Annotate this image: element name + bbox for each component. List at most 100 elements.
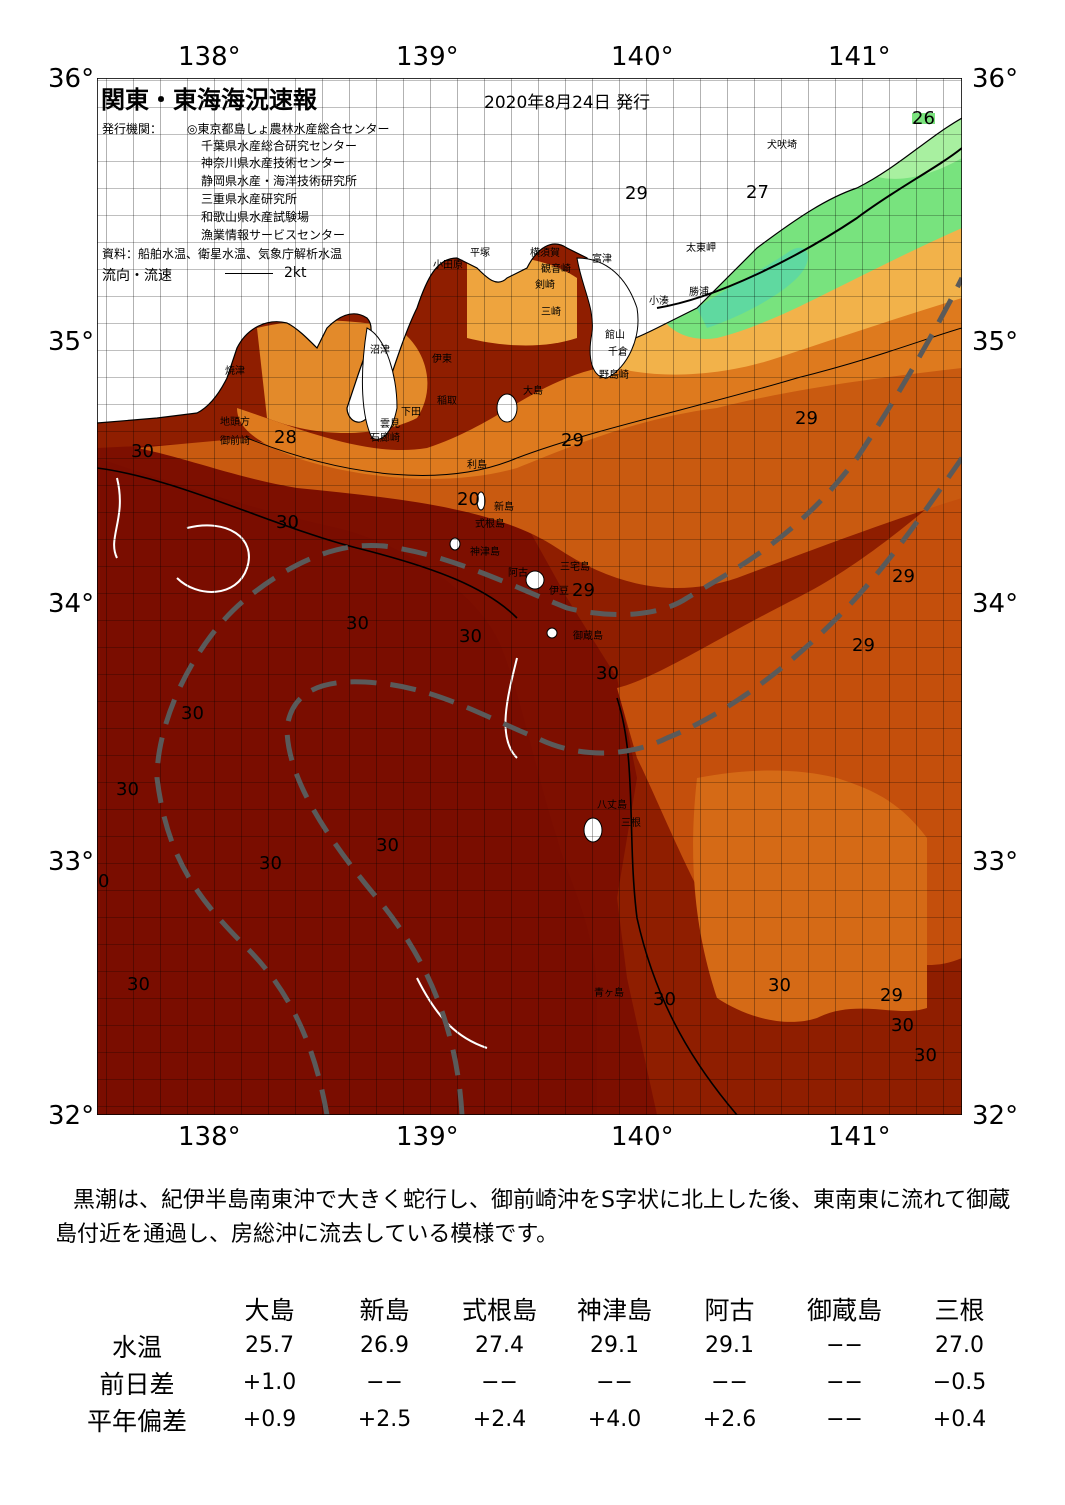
lon-label-top-138: 138° bbox=[178, 42, 241, 72]
isotherm-label: 27 bbox=[746, 182, 769, 203]
issuer-6: 和歌山県水産試験場 bbox=[201, 210, 310, 224]
table-cell: −− bbox=[481, 1370, 518, 1395]
isotherm-label: 29 bbox=[572, 580, 595, 601]
isotherm-label: 29 bbox=[880, 985, 903, 1006]
kuroshio-description: 黒潮は、紀伊半島南東沖で大きく蛇行し、御前崎沖をS字状に北上した後、東南東に流れ… bbox=[55, 1188, 1011, 1247]
isotherm-label: 30 bbox=[653, 989, 676, 1010]
lon-label-top-140: 140° bbox=[611, 42, 674, 72]
current-legend-arrow bbox=[225, 273, 273, 274]
table-cell: −− bbox=[366, 1370, 403, 1395]
place-name: 石廊崎 bbox=[370, 433, 400, 444]
table-cell: −− bbox=[596, 1370, 633, 1395]
place-name: 御蔵島 bbox=[573, 631, 603, 642]
place-name: 伊豆 bbox=[549, 586, 569, 597]
place-name: 大島 bbox=[523, 386, 543, 397]
kuroshio-path-line bbox=[284, 456, 962, 1115]
isotherm-label: 30 bbox=[116, 779, 139, 800]
issue-date: 2020年8月24日 発行 bbox=[484, 93, 651, 113]
place-name: 太東岬 bbox=[686, 243, 716, 254]
map-title: 関東・東海海況速報 bbox=[101, 86, 317, 114]
issuer-4: 静岡県水産・海洋技術研究所 bbox=[201, 174, 358, 188]
isotherm-label: 30 bbox=[276, 512, 299, 533]
lon-label-bottom-141: 141° bbox=[828, 1122, 891, 1152]
table-cell: 29.1 bbox=[590, 1333, 639, 1358]
table-cell: 29.1 bbox=[705, 1333, 754, 1358]
lat-label-left-35: 35° bbox=[48, 327, 95, 357]
table-cell: +4.0 bbox=[587, 1407, 642, 1432]
lon-label-top-141: 141° bbox=[828, 42, 891, 72]
isotherm-label: 0 bbox=[98, 871, 110, 892]
isotherm-label: 20 bbox=[457, 489, 480, 510]
place-name: 稲取 bbox=[437, 396, 457, 407]
isotherm-label: 30 bbox=[768, 975, 791, 996]
place-name: 伊東 bbox=[432, 354, 452, 365]
place-name: 焼津 bbox=[225, 366, 245, 377]
lon-label-bottom-140: 140° bbox=[611, 1122, 674, 1152]
lat-label-left-34: 34° bbox=[48, 589, 95, 619]
row-label: 前日差 bbox=[99, 1369, 175, 1399]
issuer-2: 千葉県水産総合研究センター bbox=[201, 139, 358, 153]
issuer-3: 神奈川県水産技術センター bbox=[201, 156, 346, 170]
data-sources: 資料：船舶水温、衛星水温、気象庁解析水温 bbox=[102, 247, 343, 261]
place-name: 雲見 bbox=[380, 419, 400, 430]
isotherm-label: 30 bbox=[259, 853, 282, 874]
table-cell: +0.4 bbox=[932, 1407, 987, 1432]
table-cell: +2.4 bbox=[472, 1407, 527, 1432]
issuer-5: 三重県水産研究所 bbox=[201, 192, 298, 206]
isotherm-label: 30 bbox=[914, 1045, 937, 1066]
table-cell: −− bbox=[711, 1370, 748, 1395]
place-name: 三根 bbox=[621, 818, 641, 829]
lat-label-right-34: 34° bbox=[972, 589, 1019, 619]
isotherm-label: 29 bbox=[892, 566, 915, 587]
place-name: 小田原 bbox=[433, 260, 463, 271]
table-cell: −0.5 bbox=[932, 1370, 987, 1395]
place-name: 小湊 bbox=[649, 296, 669, 307]
place-name: 横須賀 bbox=[530, 248, 560, 259]
issuer-label: 発行機関： bbox=[102, 122, 163, 136]
place-name: 館山 bbox=[605, 330, 625, 341]
isotherm-label: 30 bbox=[459, 626, 482, 647]
place-name: 御前崎 bbox=[220, 436, 250, 447]
kuroshio-path-line bbox=[154, 276, 962, 1115]
isotherm-label: 29 bbox=[795, 408, 818, 429]
table-cell: 27.0 bbox=[935, 1333, 984, 1358]
place-name: 八丈島 bbox=[597, 800, 627, 811]
place-name: 富津 bbox=[592, 254, 612, 265]
place-name: 沼津 bbox=[370, 345, 390, 356]
table-cell: +0.9 bbox=[242, 1407, 297, 1432]
isotherm-label: 28 bbox=[274, 427, 297, 448]
place-name: 式根島 bbox=[475, 519, 505, 530]
table-cell: −− bbox=[826, 1333, 863, 1358]
column-header: 式根島 bbox=[461, 1295, 537, 1325]
table-row: 平年偏差 +0.9 +2.5 +2.4 +4.0 +2.6 −− +0.4 bbox=[62, 1401, 1017, 1438]
place-name: 新島 bbox=[494, 502, 514, 513]
isotherm-label: 29 bbox=[625, 183, 648, 204]
place-name: 地頭方 bbox=[220, 417, 250, 428]
isotherm-label: 30 bbox=[891, 1015, 914, 1036]
place-name: 三崎 bbox=[541, 307, 561, 318]
lon-label-bottom-139: 139° bbox=[396, 1122, 459, 1152]
table-header-row: 大島 新島 式根島 神津島 阿古 御蔵島 三根 bbox=[62, 1290, 1017, 1327]
place-name: 野島崎 bbox=[599, 370, 629, 381]
table-cell: +1.0 bbox=[242, 1370, 297, 1395]
column-header: 大島 bbox=[244, 1295, 295, 1325]
place-name: 平塚 bbox=[470, 248, 490, 259]
isotherm-label: 30 bbox=[127, 974, 150, 995]
lat-label-left-33: 33° bbox=[48, 847, 95, 877]
place-name: 神津島 bbox=[470, 547, 500, 558]
table-cell: 26.9 bbox=[360, 1333, 409, 1358]
table-cell: −− bbox=[826, 1407, 863, 1432]
lon-label-top-139: 139° bbox=[396, 42, 459, 72]
lat-label-right-33: 33° bbox=[972, 847, 1019, 877]
issuer-7: 漁業情報サービスセンター bbox=[201, 228, 346, 242]
table-cell: 27.4 bbox=[475, 1333, 524, 1358]
issuer-1: ◎東京都島しょ農林水産総合センター bbox=[187, 122, 390, 136]
place-name: 青ヶ島 bbox=[594, 988, 624, 999]
lat-label-right-35: 35° bbox=[972, 327, 1019, 357]
isotherm-label: 30 bbox=[596, 663, 619, 684]
lat-label-right-32: 32° bbox=[972, 1101, 1019, 1131]
row-label: 水温 bbox=[111, 1332, 162, 1362]
table-cell: 25.7 bbox=[245, 1333, 294, 1358]
column-header: 阿古 bbox=[704, 1295, 755, 1325]
column-header: 三根 bbox=[934, 1295, 985, 1325]
